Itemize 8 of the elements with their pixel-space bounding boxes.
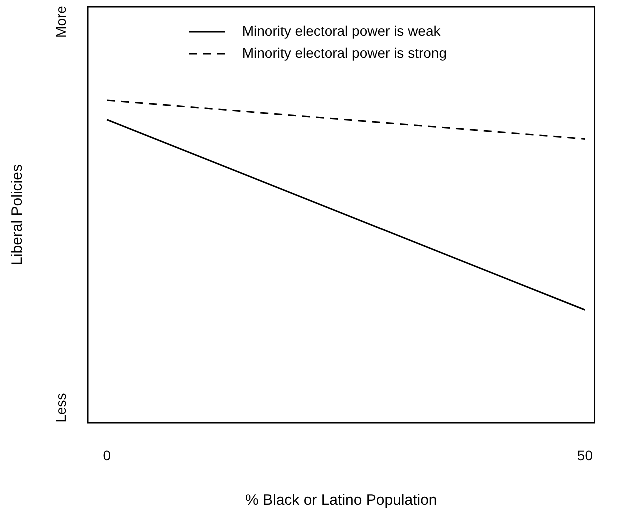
- text: Less: [52, 393, 69, 423]
- text: More: [52, 6, 69, 38]
- legend-label: Minority electoral power is strong: [242, 44, 447, 61]
- y-axis-title: Liberal Policies: [9, 164, 26, 266]
- x-axis-title: % Black or Latino Population: [245, 492, 438, 510]
- legend-label: Minority electoral power is weak: [242, 22, 442, 39]
- x-tick-label: 0: [103, 447, 112, 464]
- x-tick-label: 50: [577, 447, 594, 464]
